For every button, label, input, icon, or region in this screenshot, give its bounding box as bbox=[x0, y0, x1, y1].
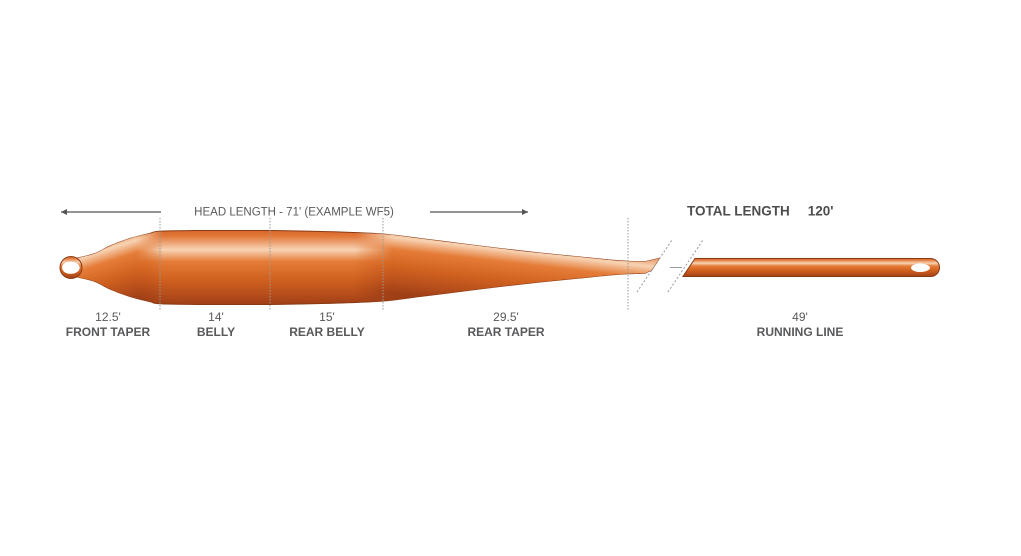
svg-text:FRONT TAPER: FRONT TAPER bbox=[66, 325, 151, 339]
svg-text:14': 14' bbox=[208, 310, 224, 324]
svg-text:RUNNING LINE: RUNNING LINE bbox=[757, 325, 844, 339]
svg-text:12.5': 12.5' bbox=[95, 310, 121, 324]
svg-text:29.5': 29.5' bbox=[493, 310, 519, 324]
svg-text:REAR TAPER: REAR TAPER bbox=[467, 325, 544, 339]
svg-text:15': 15' bbox=[319, 310, 335, 324]
svg-text:REAR BELLY: REAR BELLY bbox=[289, 325, 365, 339]
svg-text:49': 49' bbox=[792, 310, 808, 324]
svg-text:HEAD LENGTH - 71' (EXAMPLE WF5: HEAD LENGTH - 71' (EXAMPLE WF5) bbox=[194, 207, 394, 219]
svg-text:BELLY: BELLY bbox=[197, 325, 235, 339]
